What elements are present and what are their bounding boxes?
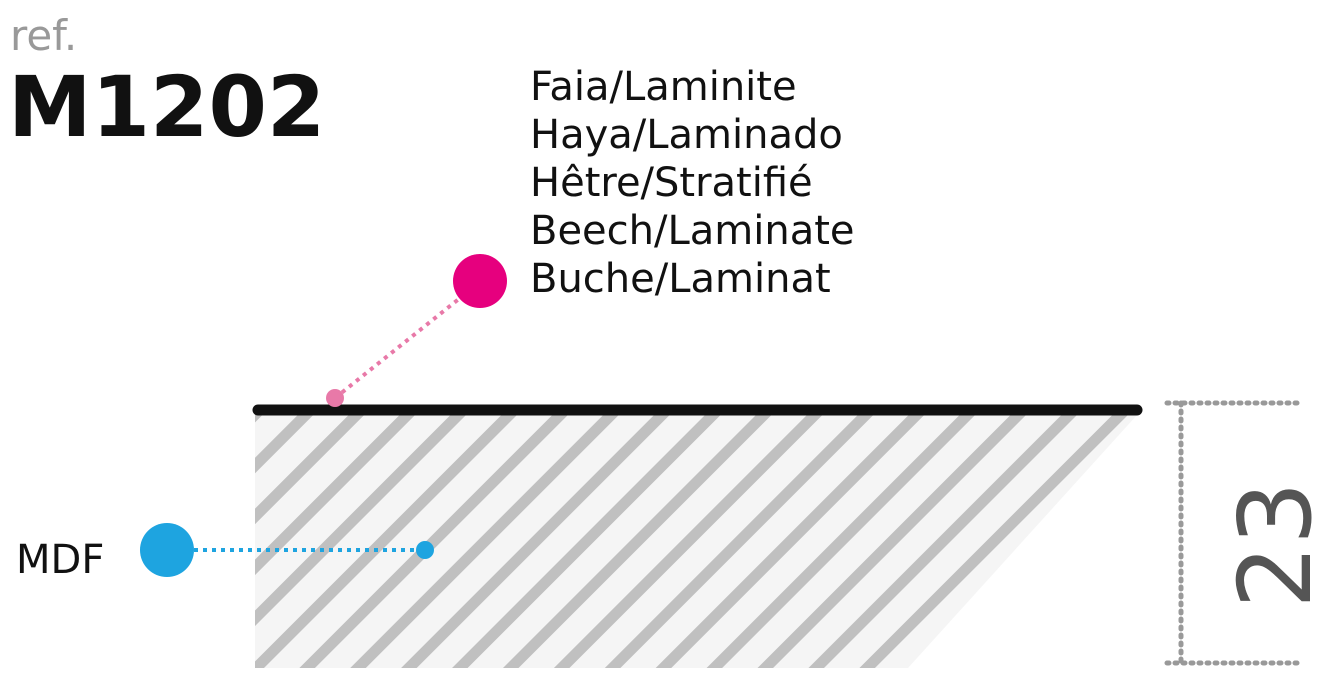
laminate-marker [453, 254, 507, 308]
code: M1202 [8, 58, 325, 156]
laminate-leader [333, 280, 482, 400]
material: Beech/Laminate [530, 208, 855, 254]
material: Buche/Laminat [530, 256, 831, 302]
material: Hêtre/Stratifié [530, 160, 813, 206]
mdf-section [255, 415, 1137, 668]
materials: Faia/Laminite Haya/Laminado Hêtre/Strati… [530, 64, 855, 302]
dimension-value: 23 [1217, 481, 1322, 608]
core-point [416, 541, 434, 559]
ref-label: ref. [10, 11, 77, 60]
core-label: MDF [16, 537, 104, 583]
laminate-point [326, 389, 344, 407]
material: Faia/Laminite [530, 64, 797, 110]
dimension-bracket [1164, 400, 1303, 666]
material: Haya/Laminado [530, 112, 843, 158]
core-marker [140, 523, 194, 577]
